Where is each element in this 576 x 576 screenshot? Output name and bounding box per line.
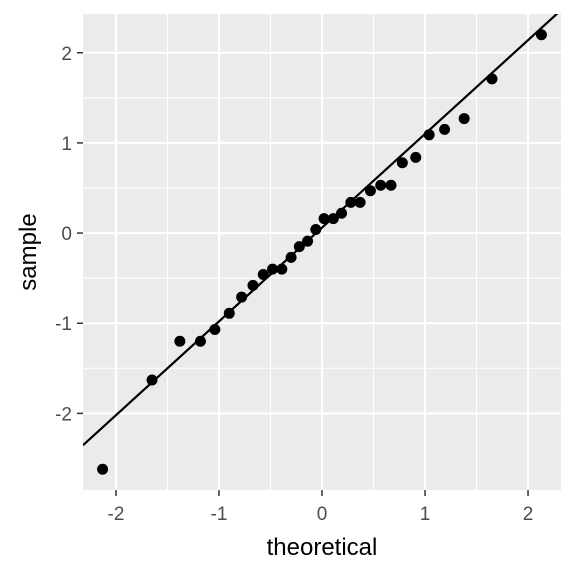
major-grid bbox=[83, 14, 561, 490]
data-point bbox=[302, 235, 314, 247]
data-point bbox=[458, 113, 470, 125]
data-point bbox=[439, 123, 451, 135]
x-axis-title: theoretical bbox=[267, 534, 378, 561]
y-axis-ticks: -2 -1 0 1 2 bbox=[55, 44, 83, 425]
data-point bbox=[223, 307, 235, 319]
data-point bbox=[486, 73, 498, 85]
y-axis-title: sample bbox=[15, 213, 42, 290]
x-tick-label: -2 bbox=[108, 504, 125, 525]
data-point bbox=[257, 269, 269, 281]
y-tick-label: -2 bbox=[55, 404, 72, 425]
x-tick-label: -1 bbox=[211, 504, 228, 525]
data-point bbox=[318, 213, 330, 225]
plot-content bbox=[83, 14, 559, 475]
data-point bbox=[293, 241, 305, 253]
data-point bbox=[375, 179, 387, 191]
data-point bbox=[285, 251, 297, 263]
data-point bbox=[354, 196, 366, 208]
data-point bbox=[247, 279, 259, 291]
data-point bbox=[174, 335, 186, 347]
y-tick-label: -1 bbox=[55, 314, 72, 335]
x-tick-label: 2 bbox=[523, 504, 534, 525]
data-point bbox=[236, 291, 248, 303]
y-tick-label: 1 bbox=[61, 134, 72, 155]
reference-line bbox=[83, 14, 559, 446]
data-point bbox=[410, 151, 422, 163]
data-point bbox=[97, 463, 109, 475]
data-point bbox=[327, 213, 339, 225]
data-point bbox=[396, 157, 408, 169]
y-tick-label: 2 bbox=[61, 44, 72, 65]
data-point bbox=[336, 207, 348, 219]
data-point bbox=[364, 185, 376, 197]
x-axis-ticks: -2 -1 0 1 2 bbox=[108, 490, 534, 525]
y-tick-label: 0 bbox=[61, 224, 72, 245]
points-layer bbox=[97, 29, 547, 475]
data-point bbox=[194, 335, 206, 347]
data-point bbox=[267, 263, 279, 275]
data-point bbox=[276, 263, 288, 275]
x-tick-label: 0 bbox=[317, 504, 328, 525]
data-point bbox=[385, 179, 397, 191]
data-point bbox=[423, 129, 435, 141]
data-point bbox=[535, 29, 547, 41]
data-point bbox=[209, 324, 221, 336]
data-point bbox=[345, 196, 357, 208]
x-tick-label: 1 bbox=[420, 504, 431, 525]
data-point bbox=[146, 374, 158, 386]
data-point bbox=[310, 223, 322, 235]
